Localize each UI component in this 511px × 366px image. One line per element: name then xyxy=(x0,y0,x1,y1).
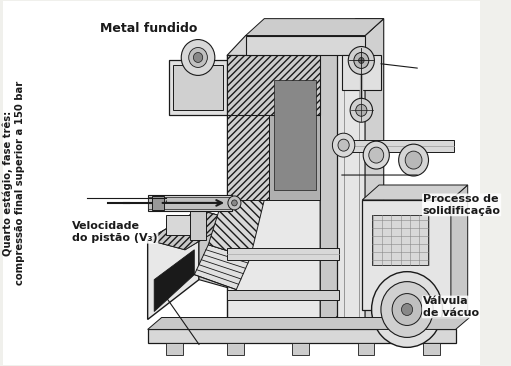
Bar xyxy=(342,56,381,90)
Bar xyxy=(166,215,194,235)
Circle shape xyxy=(363,141,389,169)
Circle shape xyxy=(231,200,237,206)
Bar xyxy=(227,290,339,299)
Circle shape xyxy=(369,147,384,163)
Polygon shape xyxy=(199,210,235,290)
Polygon shape xyxy=(208,200,264,258)
Bar xyxy=(362,200,451,310)
Bar xyxy=(148,195,231,211)
Bar xyxy=(273,81,316,190)
Polygon shape xyxy=(194,245,250,290)
Bar xyxy=(337,36,365,329)
Bar xyxy=(148,329,456,343)
Polygon shape xyxy=(246,19,384,36)
Bar xyxy=(166,343,183,355)
Circle shape xyxy=(356,104,367,116)
Text: Metal fundido: Metal fundido xyxy=(100,22,197,35)
Circle shape xyxy=(181,40,215,75)
Bar xyxy=(227,248,339,260)
Circle shape xyxy=(193,52,203,63)
Polygon shape xyxy=(148,210,235,250)
Bar xyxy=(169,60,227,115)
Bar xyxy=(371,215,428,265)
Circle shape xyxy=(228,196,241,210)
Bar xyxy=(292,343,309,355)
Circle shape xyxy=(354,52,369,68)
Polygon shape xyxy=(362,185,468,200)
Bar xyxy=(337,140,454,152)
Polygon shape xyxy=(227,36,339,56)
Polygon shape xyxy=(451,185,468,325)
Bar xyxy=(152,196,164,210)
Circle shape xyxy=(392,294,422,325)
Circle shape xyxy=(359,57,364,63)
Text: Válvula
de vácuo: Válvula de vácuo xyxy=(423,296,479,318)
Polygon shape xyxy=(148,210,235,250)
Bar xyxy=(246,36,365,56)
Polygon shape xyxy=(337,19,384,36)
Circle shape xyxy=(189,48,207,67)
Text: Quarto estágio, fase três:
compressão final superior a 150 bar: Quarto estágio, fase três: compressão fi… xyxy=(3,81,25,285)
Bar xyxy=(269,70,320,200)
Circle shape xyxy=(349,46,375,74)
Circle shape xyxy=(381,281,433,337)
Bar xyxy=(173,66,223,110)
Bar xyxy=(190,210,206,240)
Polygon shape xyxy=(365,19,384,329)
Bar xyxy=(227,56,320,335)
Polygon shape xyxy=(154,250,194,311)
Bar xyxy=(227,56,320,115)
Polygon shape xyxy=(148,317,470,329)
Text: Processo de
solidificação: Processo de solidificação xyxy=(423,194,501,216)
Polygon shape xyxy=(227,60,269,200)
Circle shape xyxy=(332,133,355,157)
Bar xyxy=(358,343,375,355)
Circle shape xyxy=(402,303,413,315)
Text: Velocidade
do pistão (V₃): Velocidade do pistão (V₃) xyxy=(72,221,158,243)
Circle shape xyxy=(350,98,373,122)
Circle shape xyxy=(399,144,429,176)
Bar xyxy=(227,343,244,355)
Bar xyxy=(423,343,439,355)
Circle shape xyxy=(338,139,349,151)
Circle shape xyxy=(371,272,443,347)
Bar xyxy=(148,197,231,209)
Polygon shape xyxy=(320,36,339,335)
Polygon shape xyxy=(148,210,199,320)
Circle shape xyxy=(405,151,422,169)
